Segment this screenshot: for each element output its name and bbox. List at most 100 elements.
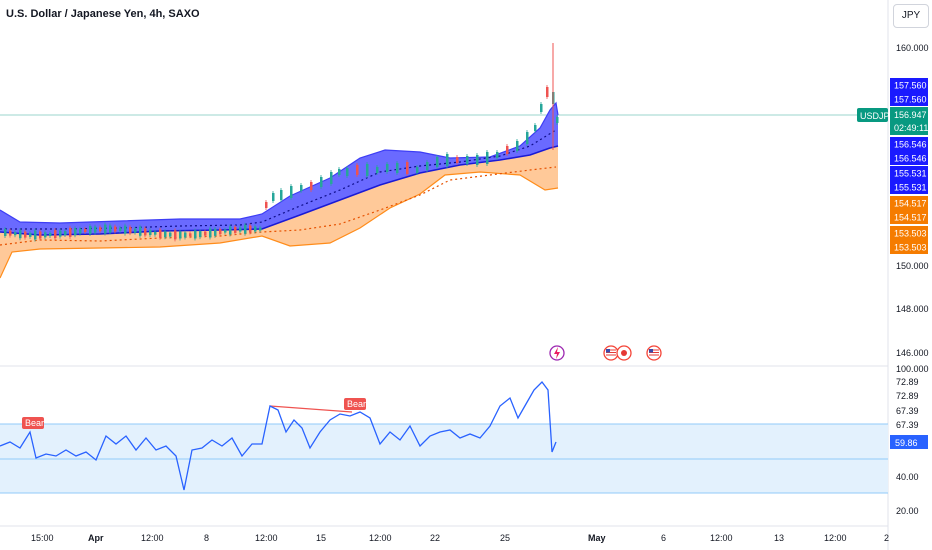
level-tag <box>890 240 928 254</box>
time-label: 8 <box>204 533 209 543</box>
rsi-tick: 100.000 <box>896 364 929 374</box>
candle <box>330 172 333 184</box>
candle <box>129 227 132 234</box>
level-tag <box>890 78 928 92</box>
lower-dotted-line <box>0 166 557 246</box>
candle <box>466 156 469 164</box>
lightning-icon[interactable] <box>549 345 565 361</box>
candle <box>272 193 275 201</box>
upper-band-fill <box>0 103 558 235</box>
candle <box>114 226 117 232</box>
candle <box>199 231 202 238</box>
candle <box>386 164 389 172</box>
rsi-tick: 40.00 <box>896 472 919 482</box>
candle <box>109 225 112 233</box>
time-label: 2 <box>884 533 889 543</box>
candle <box>124 225 127 234</box>
candle <box>209 228 212 238</box>
time-label: May <box>588 533 606 543</box>
candle <box>486 152 489 164</box>
time-label: 25 <box>500 533 510 543</box>
level-tag-text: 155.531 <box>894 183 927 193</box>
candle <box>139 226 142 236</box>
time-label: 12:00 <box>369 533 392 543</box>
candle <box>219 229 222 235</box>
time-axis: 15:00 Apr 12:00 8 12:00 15 12:00 22 25 M… <box>31 533 889 543</box>
bear-label: Bear <box>22 417 44 429</box>
candle <box>338 169 341 175</box>
candle <box>4 229 7 237</box>
level-tag-text: 154.517 <box>894 213 927 223</box>
candle <box>546 87 549 97</box>
level-tag-text: 157.560 <box>894 81 927 91</box>
candle <box>534 125 537 131</box>
level-tags: 157.560 157.560 156.546 156.546 155.531 155.5… <box>890 78 928 254</box>
candle <box>164 231 167 238</box>
candle <box>476 155 479 165</box>
candles <box>4 43 559 242</box>
candle <box>154 231 157 235</box>
candle <box>239 227 242 232</box>
lower-band-fill <box>0 146 558 278</box>
level-tag <box>890 166 928 180</box>
time-label: 13 <box>774 533 784 543</box>
candle <box>446 154 449 166</box>
price-tick: 148.000 <box>896 304 929 314</box>
candle <box>24 231 27 238</box>
candle <box>54 230 57 239</box>
candle <box>34 230 37 240</box>
us-flag-icon[interactable] <box>603 345 619 361</box>
price-tag-text: 156.947 <box>894 110 927 120</box>
candle <box>14 232 17 236</box>
candle <box>456 157 459 163</box>
level-tag-text: 153.503 <box>894 229 927 239</box>
record-icon[interactable] <box>616 345 632 361</box>
candle <box>119 227 122 231</box>
lower-band-line <box>0 171 559 279</box>
candle <box>94 226 97 233</box>
bear-label: Bear <box>344 398 366 410</box>
candle <box>280 190 283 200</box>
level-tag-text: 154.517 <box>894 199 927 209</box>
candle <box>9 230 12 236</box>
time-label: 15 <box>316 533 326 543</box>
candle <box>134 228 137 233</box>
price-tick: 160.000 <box>896 43 929 53</box>
level-tag <box>890 210 928 224</box>
mid-band-line <box>0 145 559 236</box>
time-label: 12:00 <box>710 533 733 543</box>
countdown-text: 02:49:11 <box>894 123 928 133</box>
rsi-value-tag <box>890 435 928 449</box>
candle <box>406 162 409 174</box>
time-label: 15:00 <box>31 533 54 543</box>
candle <box>59 230 62 237</box>
candle <box>69 227 72 237</box>
svg-text:Bear: Bear <box>25 418 44 428</box>
price-bands <box>0 101 559 279</box>
currency-button[interactable]: JPY <box>893 4 929 28</box>
candle <box>64 231 67 236</box>
level-tag <box>890 226 928 240</box>
time-label: 6 <box>661 533 666 543</box>
us-flag-icon[interactable] <box>646 345 662 361</box>
candle <box>436 157 439 167</box>
divergence-line <box>269 405 353 413</box>
candle <box>39 231 42 239</box>
candle <box>179 231 182 239</box>
candle <box>366 164 369 176</box>
level-tag <box>890 196 928 210</box>
candle <box>159 229 162 238</box>
level-tag <box>890 92 928 106</box>
candle <box>556 117 559 123</box>
rsi-value-text: 59.86 <box>895 438 918 448</box>
candle <box>249 225 252 233</box>
candle <box>224 229 227 233</box>
candle <box>79 228 82 234</box>
time-label: 12:00 <box>255 533 278 543</box>
candle <box>99 227 102 232</box>
candle <box>19 230 22 239</box>
candle <box>44 232 47 238</box>
candle <box>300 185 303 191</box>
candle <box>376 167 379 173</box>
